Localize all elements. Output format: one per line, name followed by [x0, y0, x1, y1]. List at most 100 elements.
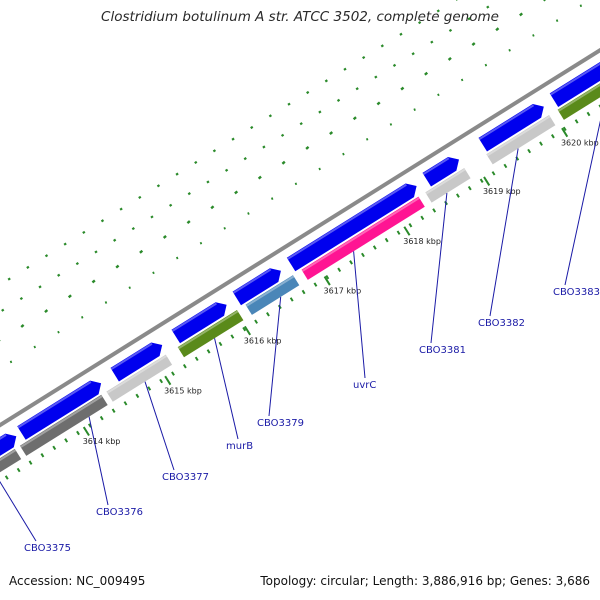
scale-tick: [186, 220, 191, 225]
scale-tick: [63, 242, 67, 246]
forward-gene-highlight: [171, 302, 217, 332]
inner-minor-tick: [491, 171, 496, 176]
reverse-gene[interactable]: [0, 448, 22, 486]
inner-minor-tick: [40, 453, 45, 458]
scale-tick: [82, 230, 86, 234]
inner-minor-tick: [539, 141, 543, 146]
inner-minor-tick: [574, 119, 579, 124]
inner-minor-tick: [159, 378, 164, 384]
scale-tick: [206, 180, 210, 184]
inner-minor-tick: [76, 430, 80, 436]
kbp-tick-label: 3617 kbp: [324, 287, 362, 296]
scale-tick: [508, 48, 511, 52]
gene-leader-line: [430, 192, 448, 344]
inner-minor-tick: [135, 393, 140, 399]
reverse-gene[interactable]: [486, 115, 556, 165]
reverse-gene-highlight: [177, 310, 239, 350]
scale-tick: [175, 256, 179, 260]
scale-tick: [187, 192, 191, 196]
gene-leader-line: [353, 251, 366, 379]
scale-tick: [471, 42, 476, 46]
gene-label-murb[interactable]: murB: [226, 441, 253, 452]
scale-tick: [374, 75, 378, 79]
scale-tick: [262, 145, 266, 149]
kbp-major-tick: [561, 127, 569, 138]
scale-tick: [299, 122, 303, 126]
gene-label-uvrc[interactable]: uvrC: [353, 380, 376, 391]
kbp-major-tick: [82, 426, 90, 437]
reverse-gene[interactable]: [19, 394, 108, 456]
kbp-major-tick: [323, 276, 331, 286]
scale-tick: [38, 285, 42, 289]
scale-tick: [1, 308, 5, 312]
scale-tick: [318, 167, 321, 171]
gene-label-cbo3376[interactable]: CBO3376: [96, 507, 143, 518]
gene-label-cbo3375[interactable]: CBO3375: [24, 543, 71, 554]
scale-tick: [413, 108, 416, 111]
inner-minor-tick: [16, 467, 21, 473]
gene-label-cbo3377[interactable]: CBO3377: [162, 472, 209, 483]
kbp-tick-label: 3619 kbp: [483, 187, 521, 196]
inner-minor-tick: [550, 134, 555, 139]
gene-label-cbo3383[interactable]: CBO3383: [553, 287, 600, 298]
scale-tick: [194, 160, 198, 165]
inner-minor-tick: [182, 363, 187, 369]
scale-tick: [448, 28, 453, 33]
scale-tick: [44, 254, 49, 258]
inner-minor-tick: [301, 289, 306, 295]
reverse-gene[interactable]: [301, 196, 425, 280]
scale-tick: [104, 301, 108, 304]
scale-tick: [376, 101, 381, 106]
scale-tick: [223, 226, 226, 230]
forward-gene[interactable]: [171, 302, 227, 344]
scale-tick: [33, 345, 36, 349]
inner-minor-tick: [503, 163, 508, 169]
gene-leader-line: [268, 296, 282, 417]
forward-gene[interactable]: [422, 157, 460, 187]
scale-tick: [329, 131, 334, 136]
forward-gene[interactable]: [110, 342, 163, 382]
inner-minor-tick: [194, 356, 199, 362]
scale-tick: [543, 0, 547, 2]
scale-tick: [280, 133, 285, 137]
inner-minor-tick: [242, 326, 247, 332]
reverse-gene-highlight: [557, 83, 600, 112]
gene-label-cbo3379[interactable]: CBO3379: [257, 418, 304, 429]
gene-label-cbo3382[interactable]: CBO3382: [478, 318, 525, 329]
forward-gene[interactable]: [0, 433, 17, 474]
scale-tick: [324, 79, 328, 83]
inner-minor-tick: [123, 401, 128, 406]
scale-tick: [579, 4, 583, 8]
scale-tick: [94, 250, 98, 254]
forward-gene-highlight: [287, 183, 407, 260]
reverse-gene[interactable]: [425, 168, 471, 203]
reverse-gene[interactable]: [177, 310, 244, 358]
reverse-gene[interactable]: [106, 354, 173, 402]
forward-gene-highlight: [17, 381, 92, 429]
gene-label-cbo3381[interactable]: CBO3381: [419, 345, 466, 356]
scale-tick: [91, 279, 96, 284]
forward-gene[interactable]: [478, 104, 544, 152]
forward-gene[interactable]: [549, 35, 600, 107]
scale-tick: [234, 190, 239, 195]
scale-tick: [212, 149, 217, 153]
reverse-gene[interactable]: [557, 46, 600, 120]
forward-gene[interactable]: [286, 183, 417, 272]
forward-gene[interactable]: [17, 380, 102, 440]
inner-minor-tick: [171, 371, 175, 376]
scale-tick: [318, 110, 322, 114]
inner-minor-tick: [4, 475, 9, 480]
scale-tick: [210, 205, 215, 210]
reverse-gene[interactable]: [245, 275, 300, 315]
reverse-gene-highlight: [106, 354, 168, 394]
scale-tick: [57, 273, 61, 277]
genome-backbone: [0, 47, 600, 428]
inner-minor-tick: [586, 111, 591, 117]
scale-tick: [270, 197, 274, 200]
kbp-major-tick: [164, 375, 172, 386]
forward-gene[interactable]: [232, 268, 281, 306]
inner-minor-tick: [28, 460, 33, 465]
scale-tick: [115, 264, 120, 269]
inner-minor-tick: [52, 445, 57, 451]
